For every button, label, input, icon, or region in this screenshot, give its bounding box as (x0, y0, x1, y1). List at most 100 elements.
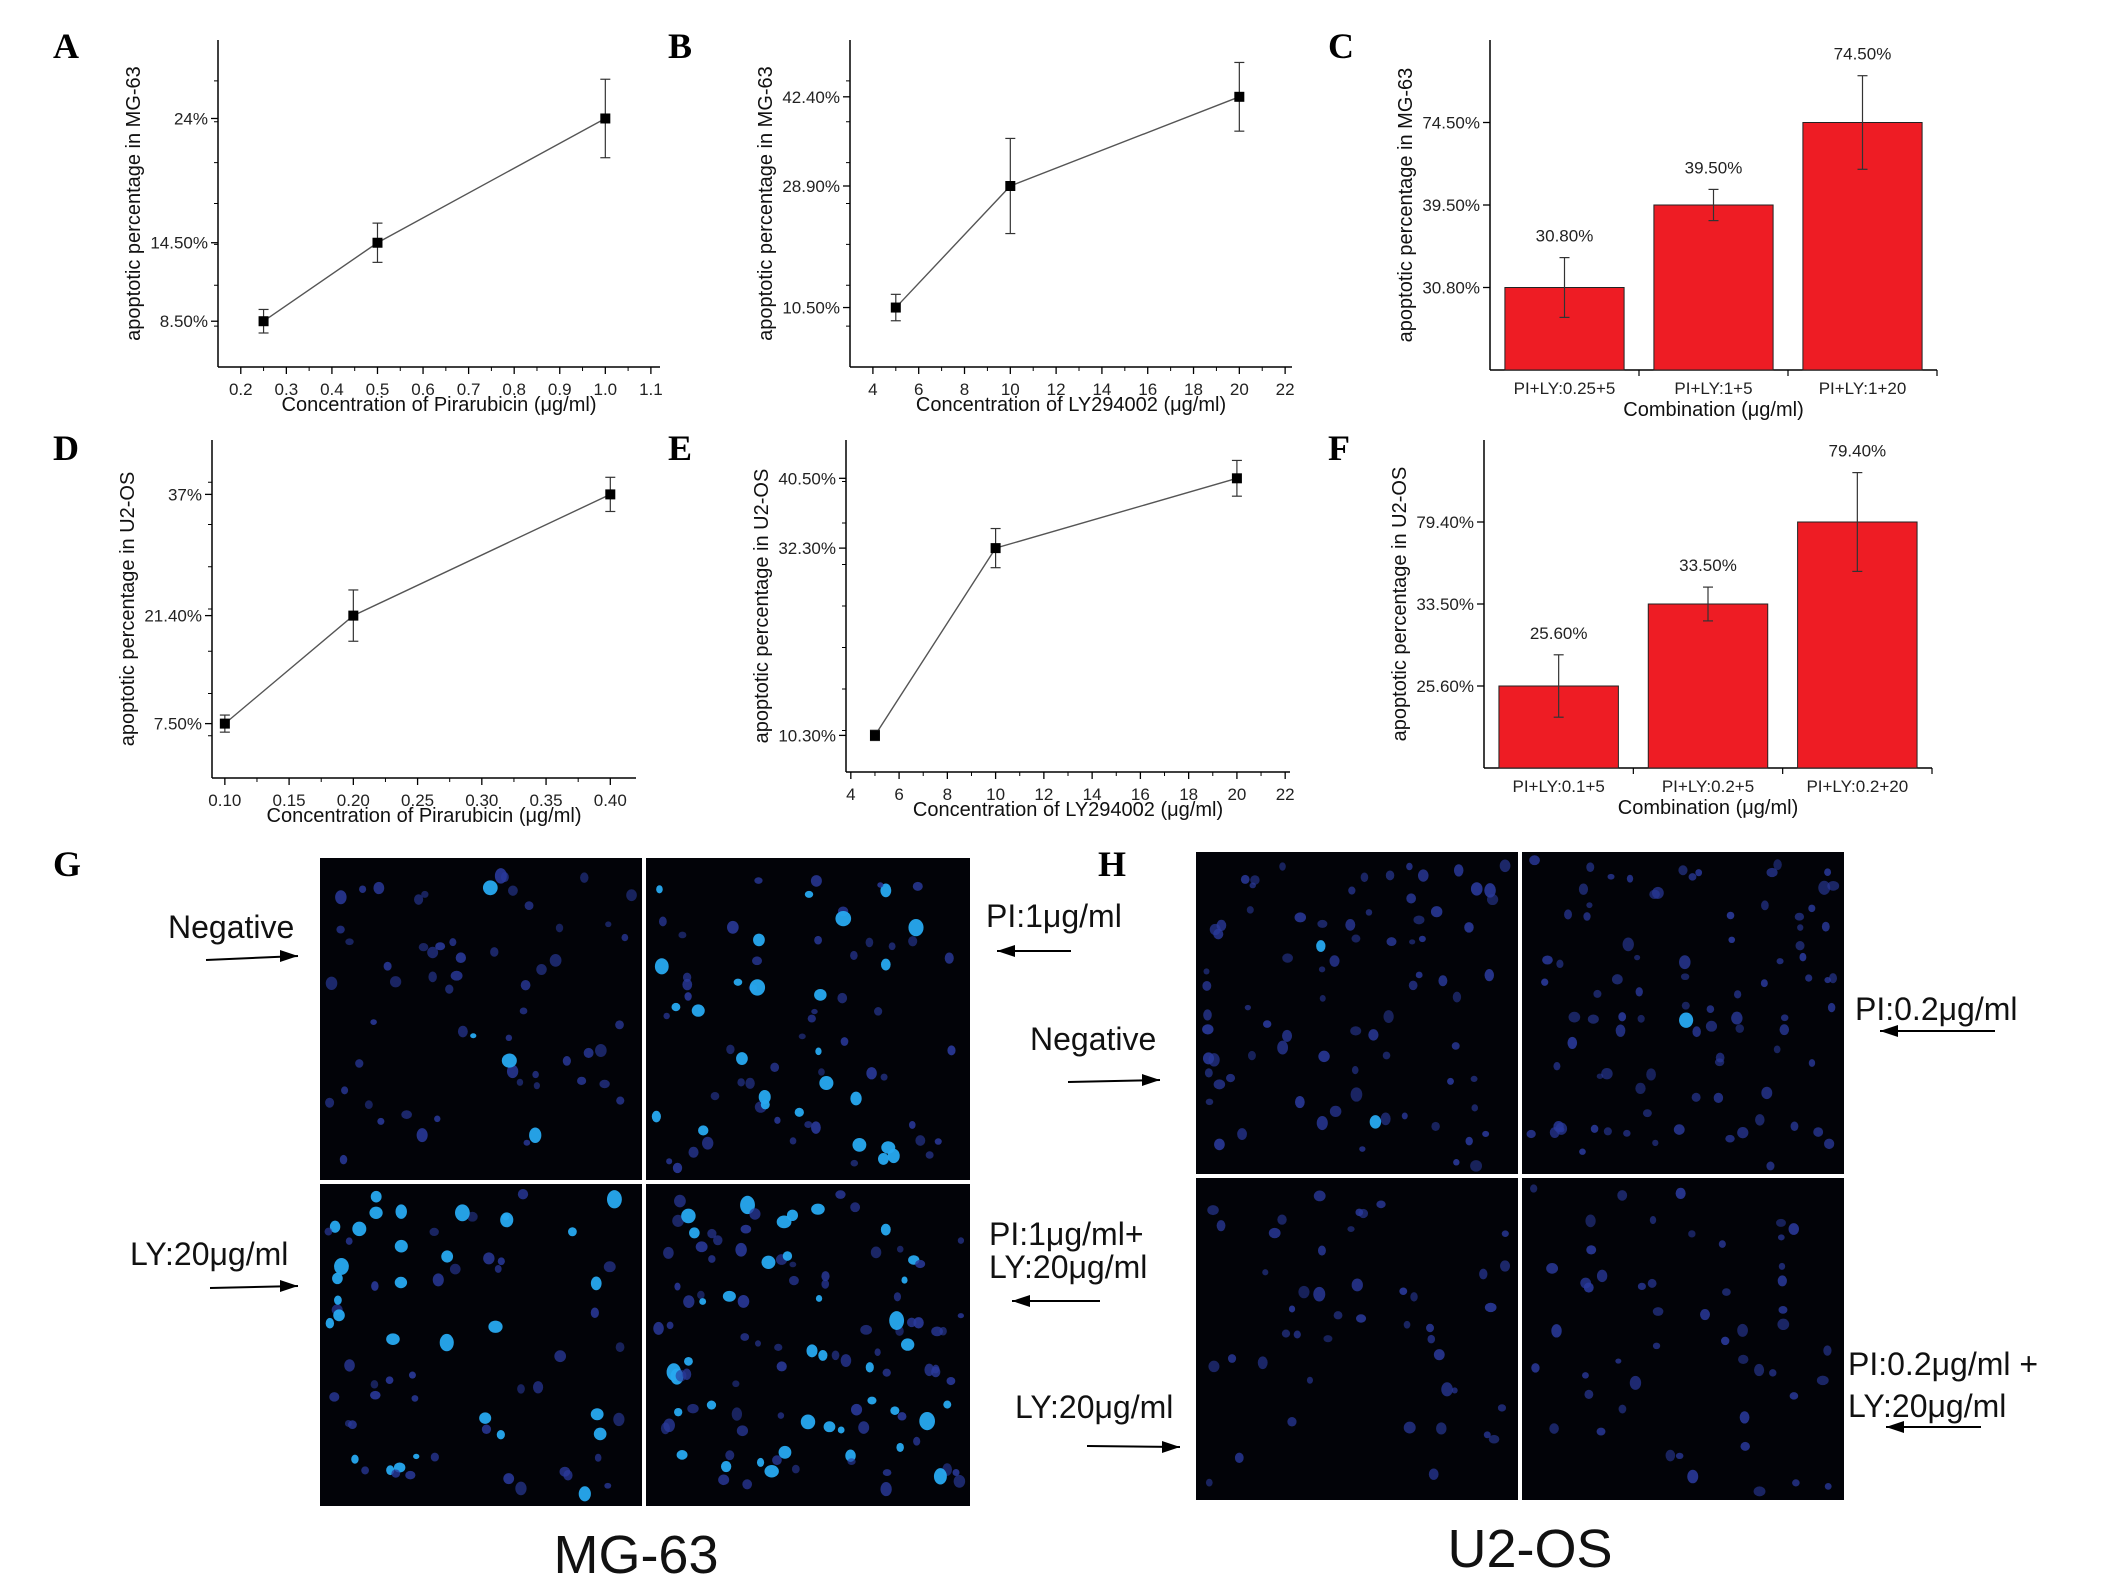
panel-letter-a: A (53, 26, 79, 66)
nucleus (1465, 1136, 1473, 1146)
chart-c-value-label: 30.80% (1536, 227, 1594, 246)
nucleus (434, 1115, 441, 1123)
nucleus (506, 1064, 519, 1079)
nucleus (1453, 1159, 1460, 1166)
nucleus (736, 1425, 749, 1437)
nucleus (804, 1121, 813, 1128)
nucleus (394, 1276, 408, 1289)
nucleus (1790, 1121, 1799, 1132)
nucleus (804, 890, 814, 898)
nucleus (1735, 1024, 1745, 1033)
nucleus (1257, 1356, 1268, 1370)
nucleus (682, 978, 693, 991)
nucleus (599, 1079, 610, 1089)
nucleus (364, 1100, 373, 1110)
panel-letter-f: F (1328, 428, 1350, 468)
panel-letter-e: E (668, 428, 692, 468)
nucleus (1333, 1311, 1343, 1320)
nucleus (391, 1469, 401, 1478)
chart-e-series-line (874, 477, 1238, 736)
panel-letter-h: H (1098, 844, 1126, 884)
nucleus (1824, 1138, 1835, 1150)
nucleus (789, 1275, 799, 1286)
label-pi-u2os: PI:0.2μg/ml (1855, 991, 2018, 1027)
nucleus (1776, 958, 1784, 965)
nucleus (590, 1307, 599, 1319)
chart-d-ytick-label: 37% (168, 485, 202, 504)
chart-d-data-point (605, 489, 616, 500)
micrograph-u2os-ly (1196, 1178, 1518, 1500)
nucleus (889, 1311, 905, 1330)
nucleus (798, 1033, 806, 1040)
chart-e-data-point (869, 730, 880, 741)
nucleus (1294, 912, 1307, 923)
nucleus (411, 1395, 419, 1402)
nucleus (663, 1418, 675, 1433)
micrograph-u2os-pi (1522, 852, 1844, 1174)
nucleus (865, 937, 874, 948)
cell-line-title-u2os: U2-OS (1447, 1519, 1612, 1579)
nucleus (756, 1457, 765, 1467)
nucleus (1441, 1382, 1453, 1397)
nucleus (1827, 880, 1840, 891)
nucleus (1549, 1127, 1560, 1139)
nucleus (727, 920, 739, 934)
nucleus (568, 1227, 577, 1237)
nucleus (807, 1014, 816, 1023)
nucleus (1227, 1354, 1237, 1363)
chart-d-ytick-label: 21.40% (144, 607, 202, 626)
nucleus (749, 1208, 761, 1220)
nucleus (789, 1261, 797, 1268)
nucleus (1824, 976, 1831, 984)
chart-b-series-line (895, 96, 1240, 309)
nucleus (946, 1376, 956, 1386)
nucleus (324, 1227, 333, 1236)
nucleus (947, 1045, 956, 1056)
nucleus (503, 1473, 515, 1485)
chart-e-xlabel: Concentration of LY294002 (μg/ml) (913, 799, 1223, 821)
nucleus (1208, 1053, 1220, 1067)
nucleus (672, 1214, 684, 1227)
chart-e-xtick-label: 12 (1034, 785, 1053, 804)
nucleus (753, 933, 765, 947)
nucleus (1691, 1092, 1701, 1102)
nucleus (1529, 855, 1540, 866)
chart-b-xtick-label: 20 (1230, 380, 1249, 399)
chart-b-data-point (1234, 91, 1245, 102)
micrograph-mg63-combo-background (646, 1184, 970, 1506)
nucleus (1607, 873, 1615, 880)
label-ly-mg63: LY:20μg/ml (130, 1236, 288, 1272)
nucleus (1805, 974, 1813, 982)
nucleus (332, 1272, 343, 1285)
arrow-ly-u2os (1086, 1441, 1181, 1453)
nucleus (776, 1361, 787, 1372)
nucleus (590, 1408, 604, 1421)
chart-c-ylabel: apoptotic percentage in MG-63 (1395, 68, 1417, 343)
nucleus (1293, 1330, 1301, 1339)
nucleus (874, 1007, 883, 1016)
chart-e-xtick-label: 6 (894, 785, 903, 804)
nucleus (1578, 883, 1589, 895)
chart-c-xlabel: Combination (μg/ml) (1623, 399, 1803, 421)
nucleus (778, 1445, 792, 1459)
nucleus (749, 979, 766, 996)
chart-c-bar (1653, 204, 1774, 371)
nucleus (745, 1077, 755, 1089)
chart-d-xtick-label: 0.20 (337, 791, 370, 810)
nucleus (735, 1242, 747, 1257)
chart-f-category-label: PI+LY:0.1+5 (1513, 777, 1605, 796)
nucleus (1635, 1082, 1646, 1094)
nucleus (698, 1125, 709, 1136)
nucleus (1738, 1354, 1749, 1365)
nucleus (1733, 990, 1742, 999)
nucleus (740, 1195, 755, 1215)
nucleus (519, 1007, 528, 1015)
nucleus (1234, 1452, 1244, 1464)
nucleus (1451, 1387, 1458, 1394)
nucleus (1262, 1020, 1272, 1028)
nucleus (1618, 1404, 1627, 1414)
nucleus (1680, 973, 1690, 981)
nucleus (1652, 1139, 1659, 1147)
chart-e-ytick-label: 40.50% (778, 469, 836, 488)
nucleus (870, 1246, 882, 1259)
